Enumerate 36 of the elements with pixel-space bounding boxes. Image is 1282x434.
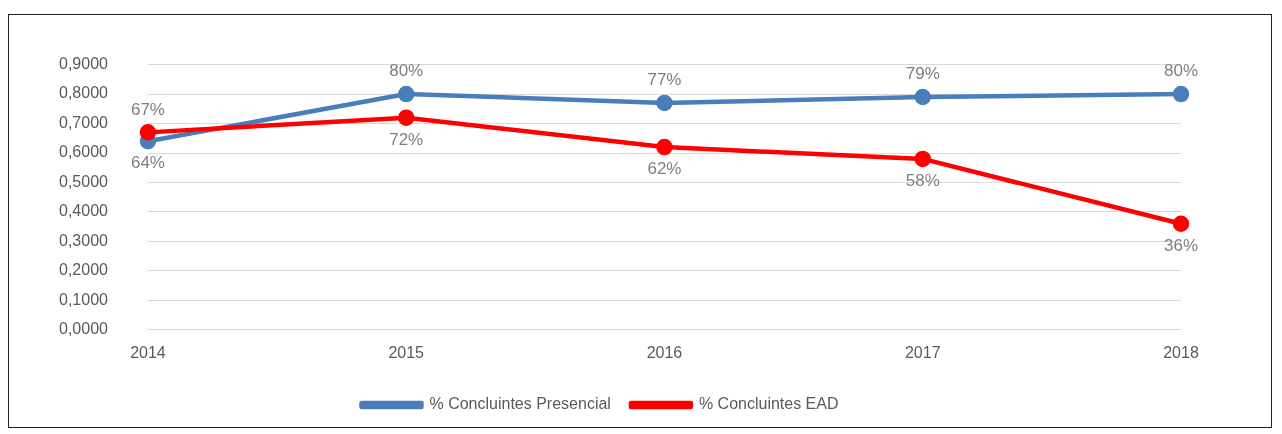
data-label: 58% bbox=[905, 171, 940, 191]
y-tick-label: 0,6000 bbox=[59, 143, 109, 161]
data-label: 62% bbox=[647, 159, 682, 179]
y-tick-label: 0,3000 bbox=[59, 231, 109, 249]
x-tick-label: 2014 bbox=[130, 343, 166, 361]
data-label: 80% bbox=[389, 61, 424, 81]
x-tick-label: 2015 bbox=[388, 343, 425, 361]
y-tick-label: 0,2000 bbox=[59, 261, 109, 279]
x-tick-label: 2017 bbox=[904, 343, 941, 361]
legend-label: % Concluintes EAD bbox=[698, 395, 839, 413]
data-label: 64% bbox=[130, 153, 165, 173]
data-label: 36% bbox=[1163, 235, 1199, 255]
point bbox=[914, 150, 931, 168]
x-tick-label: 2016 bbox=[646, 343, 683, 361]
point bbox=[656, 94, 673, 112]
y-tick-label: 0,4000 bbox=[59, 202, 109, 220]
legend-label: % Concluintes Presencial bbox=[429, 395, 611, 413]
point bbox=[914, 88, 931, 106]
point bbox=[397, 85, 415, 103]
y-tick-label: 0,5000 bbox=[59, 172, 109, 190]
data-label: 67% bbox=[130, 99, 165, 119]
y-tick-label: 0,8000 bbox=[59, 84, 109, 102]
point bbox=[656, 138, 673, 156]
point bbox=[139, 124, 157, 141]
y-tick-label: 0,7000 bbox=[59, 113, 109, 131]
y-tick-label: 0,0000 bbox=[59, 320, 109, 338]
point bbox=[397, 109, 415, 126]
data-label: 77% bbox=[647, 70, 682, 90]
point bbox=[1172, 85, 1190, 103]
y-tick-label: 0,9000 bbox=[59, 55, 109, 73]
data-label: 72% bbox=[389, 129, 424, 149]
y-tick-label: 0,1000 bbox=[59, 290, 109, 308]
data-label: 79% bbox=[905, 64, 940, 84]
data-label: 80% bbox=[1163, 61, 1199, 81]
point bbox=[1172, 215, 1190, 232]
x-tick-label: 2018 bbox=[1163, 343, 1199, 361]
